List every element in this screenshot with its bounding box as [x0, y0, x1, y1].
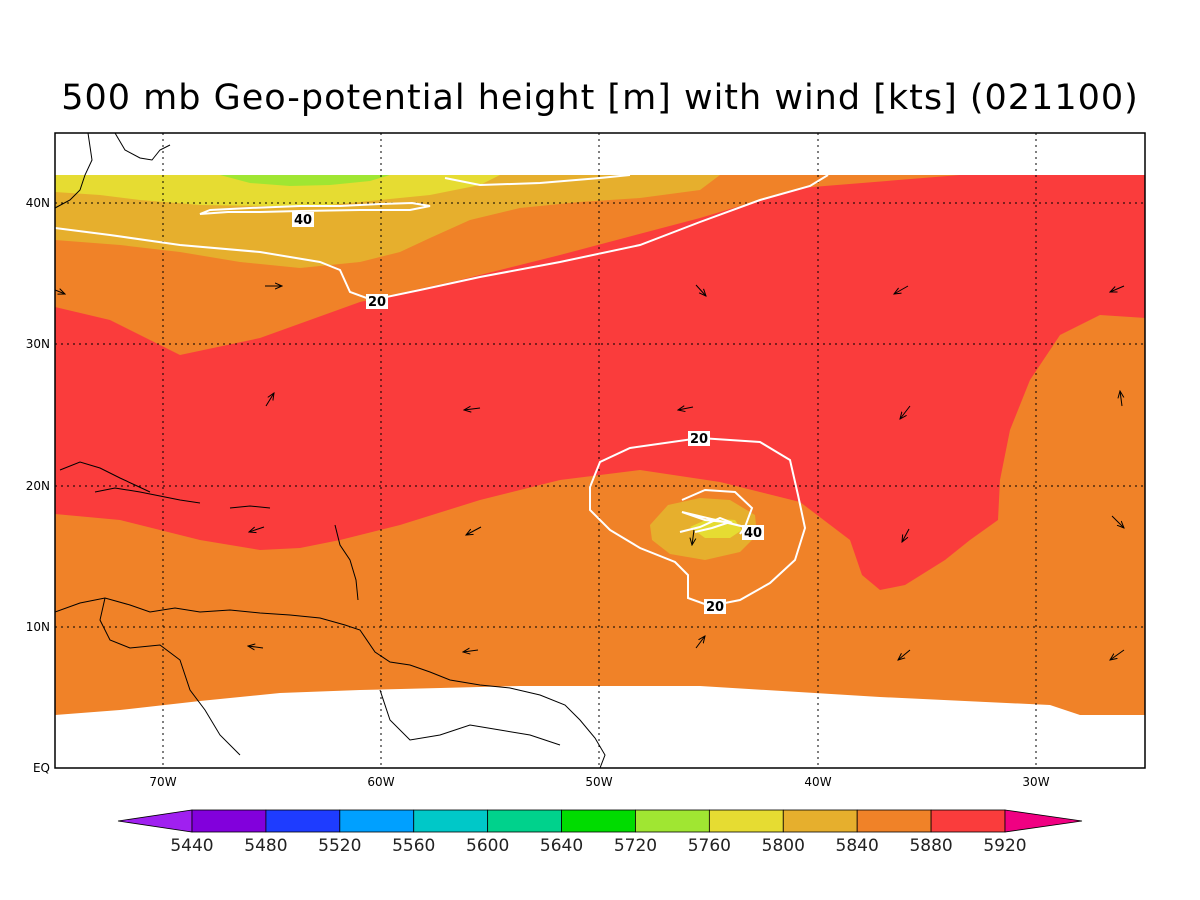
coastlines: [55, 133, 606, 768]
colorbar-swatch: [191, 809, 267, 833]
coastline-new-england: [114, 133, 171, 161]
x-tick-label: 70W: [149, 775, 176, 789]
wind-vector: [265, 393, 274, 407]
map-plot-area: 40 20 20 40 20: [55, 133, 1145, 768]
wind-vector: [1110, 649, 1125, 660]
wind-vector: [464, 408, 481, 410]
wind-vector: [1111, 515, 1124, 528]
y-tick-label: 40N: [26, 196, 50, 210]
colorbar-label: 5760: [688, 836, 731, 856]
y-tick-label: 30N: [26, 337, 50, 351]
wind-vector: [466, 526, 482, 535]
wind-vector: [894, 285, 909, 294]
wind-contour-40-topright: [444, 174, 631, 187]
coastline-guiana-inland: [379, 689, 561, 746]
colorbar-label: 5600: [466, 836, 509, 856]
wind-vector: [898, 649, 911, 660]
coastline-lesser-antilles: [334, 524, 359, 601]
y-tick-label: 20N: [26, 479, 50, 493]
x-axis: 70W 60W 50W 40W 30W: [149, 775, 1049, 789]
wind-contour-40-north: [199, 201, 431, 215]
colorbar-label: 5720: [614, 836, 657, 856]
colorbar-label: 5520: [318, 836, 361, 856]
contour-label-40-north: 40: [294, 213, 312, 228]
colorbar-label: 5640: [540, 836, 583, 856]
wind-vector: [249, 526, 265, 532]
colorbar-swatch: [487, 809, 562, 833]
colorbar-low-extend: [117, 809, 193, 833]
contour-label-20-cyclone-bottom: 20: [706, 600, 724, 615]
colorbar-swatch: [561, 809, 636, 833]
y-axis: EQ 10N 20N 30N 40N: [26, 196, 50, 775]
contour-label-40-cyclone: 40: [744, 526, 762, 541]
colorbar-label: 5440: [170, 836, 213, 856]
map-frame: [54, 132, 1146, 769]
colorbar-label: 5920: [983, 836, 1026, 856]
colorbar-swatch: [782, 809, 858, 833]
colorbar-swatch: [708, 809, 784, 833]
x-tick-label: 50W: [585, 775, 612, 789]
colorbar-swatch: [265, 809, 341, 833]
coastline-north-america: [55, 133, 93, 209]
colorbar-swatch: [930, 809, 1006, 833]
x-tick-label: 40W: [804, 775, 831, 789]
coastline-cuba: [59, 461, 151, 493]
x-tick-label: 30W: [1022, 775, 1049, 789]
y-tick-label: 10N: [26, 620, 50, 634]
coastline-hispaniola: [94, 487, 201, 504]
wind-contour-40-core: [679, 516, 733, 533]
y-tick-label: EQ: [33, 761, 50, 775]
wind-vector: [248, 646, 264, 648]
coastline-venezuela-inland: [99, 597, 241, 756]
colorbar-label: 5480: [244, 836, 287, 856]
coastline-puerto-rico: [229, 505, 271, 509]
coastline-south-america: [55, 597, 606, 768]
wind-contour-20-north: [55, 174, 829, 302]
contour-label-20-cyclone-top: 20: [690, 432, 708, 447]
wind-vector: [55, 290, 65, 294]
wind-vector: [695, 636, 705, 649]
contour-label-20-north: 20: [368, 295, 386, 310]
no-data-strip: [55, 133, 1145, 175]
wind-vector: [692, 529, 694, 545]
colorbar-swatch: [856, 809, 932, 833]
colorbar-label: 5800: [762, 836, 805, 856]
colorbar-label: 5560: [392, 836, 435, 856]
wind-vector: [1120, 391, 1122, 407]
wind-vectors: [55, 285, 1124, 660]
colorbar-swatch: [413, 809, 489, 833]
grid-lines: [55, 133, 1145, 768]
wind-contours: [55, 174, 829, 608]
height-fill-5720: [220, 175, 390, 186]
wind-vector: [678, 407, 694, 410]
x-tick-label: 60W: [367, 775, 394, 789]
colorbar-label: 5840: [836, 836, 879, 856]
wind-vector: [1110, 285, 1125, 292]
wind-vector: [902, 528, 910, 542]
colorbar-label: 5880: [909, 836, 952, 856]
wind-vector: [695, 284, 706, 296]
wind-vector: [463, 650, 479, 652]
colorbar-swatch: [635, 809, 710, 833]
map-title: 500 mb Geo-potential height [m] with win…: [61, 78, 1139, 118]
colorbar: 5440 5480 5520 5560 5600 5640 5720 5760 5800 5840…: [117, 809, 1083, 856]
height-fill-5760: [55, 175, 500, 206]
wind-contour-labels: 40 20 20 40 20: [292, 212, 764, 615]
colorbar-swatch: [339, 809, 415, 833]
colorbar-high-extend: [1004, 809, 1083, 833]
wind-vector: [900, 405, 911, 419]
